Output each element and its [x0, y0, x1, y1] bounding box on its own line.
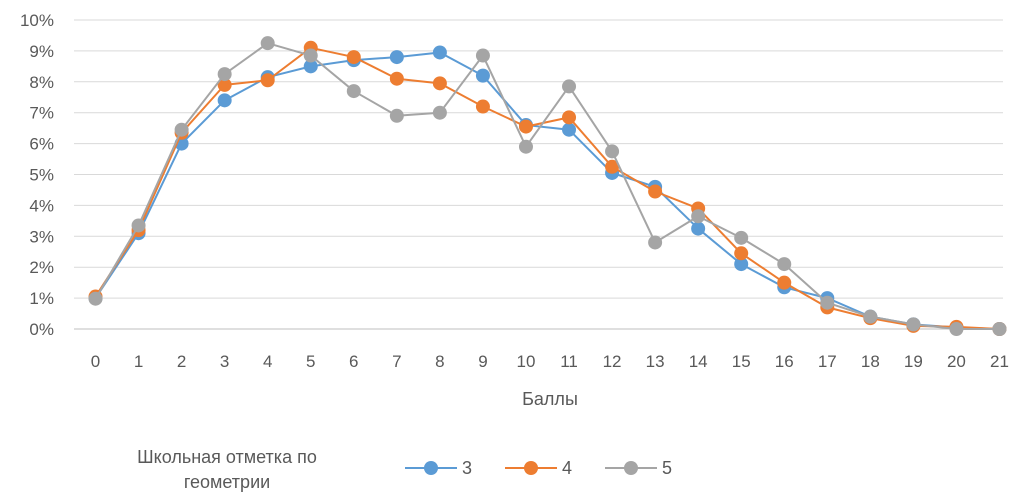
x-tick-label: 11 [560, 352, 578, 371]
y-tick-label: 0% [29, 320, 54, 339]
y-tick-label: 3% [29, 227, 54, 246]
y-tick-label: 2% [29, 258, 54, 277]
series-line-3 [94, 51, 1000, 330]
y-tick-label: 10% [20, 11, 54, 30]
data-point [562, 110, 577, 125]
y-tick-label: 6% [29, 135, 54, 154]
x-tick-label: 2 [177, 352, 186, 371]
data-point [906, 317, 921, 332]
data-point [648, 184, 663, 199]
data-point [475, 48, 490, 63]
data-point [648, 235, 663, 250]
legend-swatch-marker [624, 461, 638, 475]
x-tick-label: 13 [646, 352, 665, 371]
legend-swatch-marker [424, 461, 438, 475]
x-tick-label: 6 [349, 352, 358, 371]
data-point [432, 76, 447, 91]
x-tick-label: 15 [732, 352, 751, 371]
data-point [992, 322, 1007, 336]
data-point [691, 209, 706, 224]
data-point [346, 84, 361, 99]
y-tick-label: 7% [29, 104, 54, 123]
legend-item-4: 4 [505, 458, 572, 478]
y-tick-label: 4% [29, 196, 54, 215]
data-point [518, 119, 533, 134]
x-axis-ticks: 0 1 2 3 4 5 6 7 8 9 10 11 12 13 14 15 16 17 18 19 20 21 [91, 352, 1009, 371]
data-point [734, 230, 749, 245]
legend-title-line-2: геометрии [184, 472, 270, 492]
data-point [562, 122, 577, 137]
data-point [605, 159, 620, 174]
y-tick-label: 9% [29, 42, 54, 61]
data-point [303, 48, 318, 63]
legend-label: 5 [662, 458, 672, 478]
y-tick-label: 1% [29, 289, 54, 308]
x-tick-label: 20 [947, 352, 966, 371]
data-point [217, 67, 232, 82]
series-line-4 [94, 46, 1000, 330]
x-tick-label: 16 [775, 352, 794, 371]
data-point [820, 295, 835, 310]
legend-label: 3 [462, 458, 472, 478]
x-tick-label: 14 [689, 352, 708, 371]
data-point [518, 139, 533, 154]
legend-swatch-marker [524, 461, 538, 475]
data-point [260, 36, 275, 51]
x-tick-label: 9 [478, 352, 487, 371]
data-point [88, 291, 103, 306]
x-tick-label: 17 [818, 352, 837, 371]
legend-title-line-1: Школьная отметка по [137, 447, 317, 467]
y-tick-label: 8% [29, 73, 54, 92]
gridlines [74, 19, 1003, 330]
x-tick-label: 7 [392, 352, 401, 371]
data-point [949, 322, 964, 336]
data-point [777, 257, 792, 272]
data-point [475, 68, 490, 83]
x-tick-label: 12 [603, 352, 622, 371]
legend-label: 4 [562, 458, 572, 478]
data-point [734, 246, 749, 261]
data-point [475, 99, 490, 114]
data-point [217, 93, 232, 108]
legend-item-3: 3 [405, 458, 472, 478]
series-lines [88, 36, 1007, 336]
y-axis-ticks: 0% 1% 2% 3% 4% 5% 6% 7% 8% 9% 10% [20, 11, 54, 339]
x-tick-label: 8 [435, 352, 444, 371]
x-tick-label: 10 [517, 352, 536, 371]
legend-item-5: 5 [605, 458, 672, 478]
series-4 [88, 40, 1007, 336]
x-tick-label: 18 [861, 352, 880, 371]
series-line-5 [94, 42, 1000, 330]
data-point [389, 108, 404, 123]
data-point [863, 309, 878, 324]
x-tick-label: 21 [990, 352, 1009, 371]
x-tick-label: 19 [904, 352, 923, 371]
data-point [260, 73, 275, 88]
data-point [389, 71, 404, 86]
series-5 [88, 36, 1007, 336]
x-tick-label: 3 [220, 352, 229, 371]
data-point [562, 79, 577, 94]
x-tick-label: 1 [134, 352, 143, 371]
data-point [432, 45, 447, 60]
y-tick-label: 5% [29, 166, 54, 185]
data-point [174, 122, 189, 137]
data-point [691, 221, 706, 236]
data-point [432, 105, 447, 120]
data-point [131, 218, 146, 233]
data-point [217, 77, 232, 92]
legend: Школьная отметка по геометрии 3 4 5 [137, 447, 672, 492]
x-tick-label: 5 [306, 352, 315, 371]
data-point [303, 59, 318, 74]
data-point [389, 50, 404, 65]
x-tick-label: 4 [263, 352, 272, 371]
data-point [734, 257, 749, 272]
x-axis-title: Баллы [522, 389, 578, 409]
data-point [777, 275, 792, 290]
data-point [605, 144, 620, 159]
x-tick-label: 0 [91, 352, 100, 371]
data-point [346, 50, 361, 65]
